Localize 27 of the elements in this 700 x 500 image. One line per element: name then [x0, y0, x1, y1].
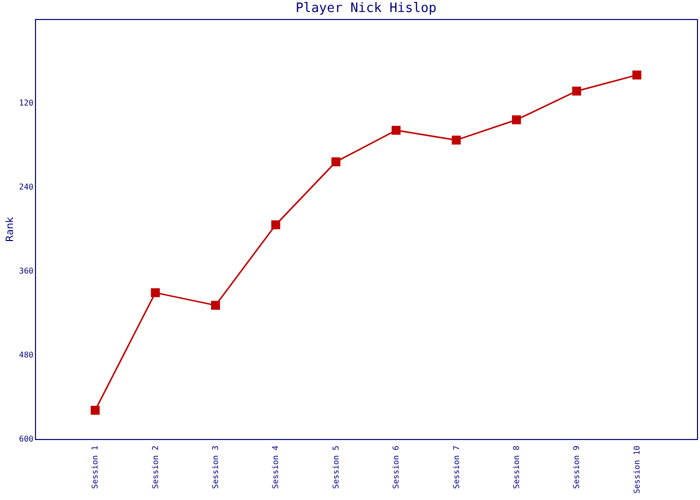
point	[271, 220, 280, 230]
y-tick-label: 600	[19, 434, 34, 444]
x-tick-label: Session 1	[90, 445, 100, 489]
chart-title: Player Nick Hislop	[296, 1, 437, 16]
point	[331, 157, 340, 166]
y-tick-label: 480	[19, 350, 34, 360]
x-tick-label: Session 2	[150, 445, 160, 489]
y-tick-label: 120	[19, 98, 34, 108]
y-tick-label: 240	[19, 182, 34, 192]
point	[512, 115, 521, 124]
x-tick-label: Session 7	[452, 445, 461, 489]
point	[452, 136, 461, 145]
point	[150, 288, 160, 298]
y-tick-label: 360	[19, 266, 34, 276]
point	[572, 86, 582, 96]
x-tick-label: Session 3	[211, 445, 220, 489]
x-tick-label: Session 8	[512, 445, 521, 489]
point	[632, 70, 642, 80]
point	[90, 406, 100, 415]
x-tick-label: Session 9	[572, 445, 582, 489]
x-tick-label: Session 6	[392, 445, 401, 489]
x-tick-label: Session 4	[271, 445, 280, 489]
point	[392, 126, 401, 135]
point	[211, 300, 220, 310]
y-axis-title: Rank	[5, 216, 16, 242]
x-tick-label: Session 10	[632, 445, 642, 494]
x-tick-label: Session 5	[331, 445, 340, 489]
